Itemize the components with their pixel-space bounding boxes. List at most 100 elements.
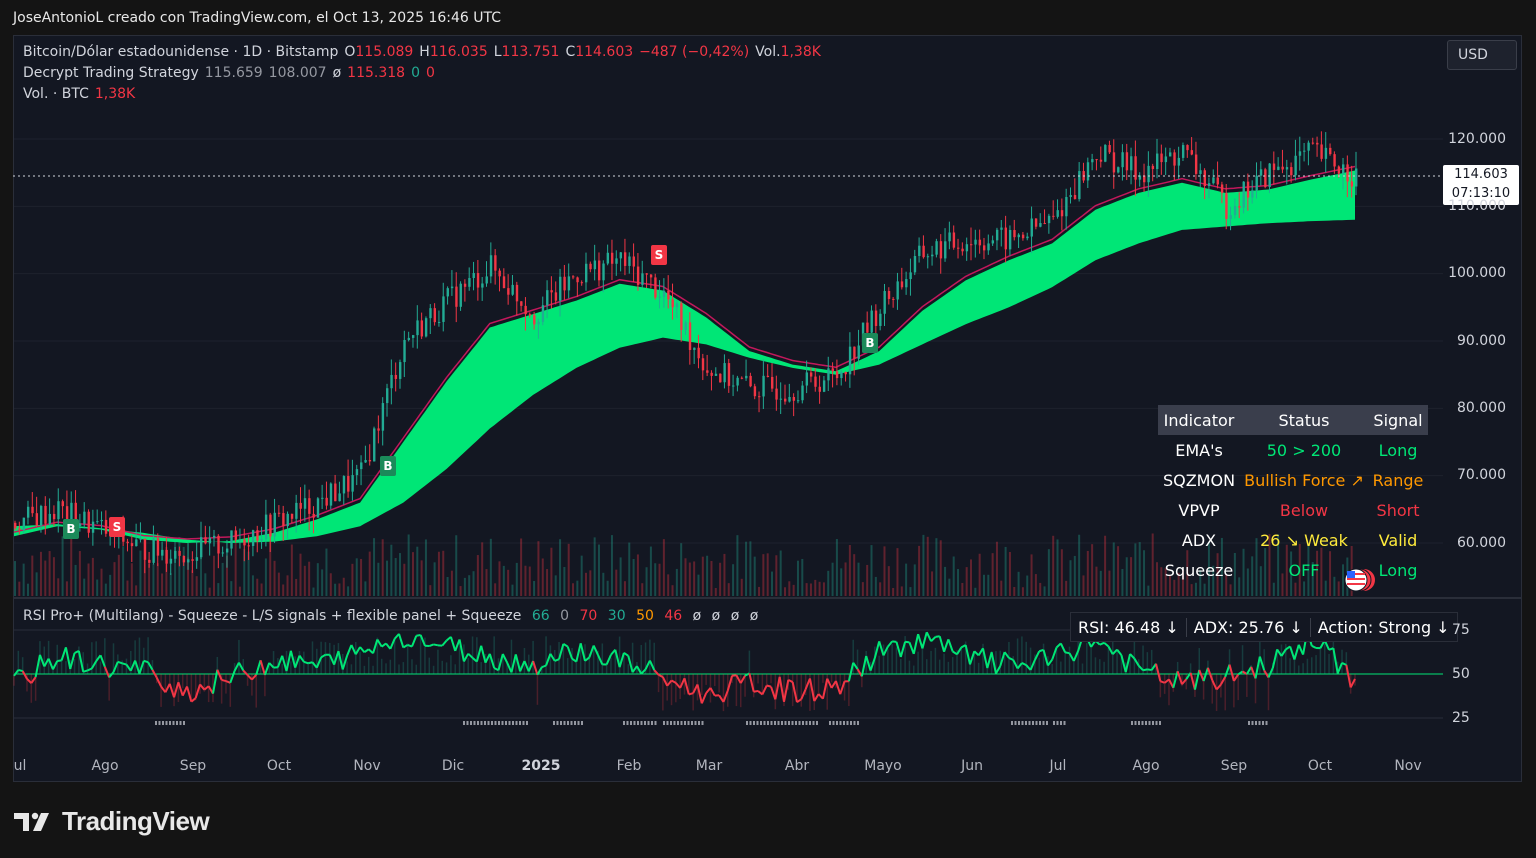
rsi-line-segment [1159,680,1166,684]
indicator-name: EMA's [1175,440,1223,460]
rsi-status-box: RSI: 46.48 ↓ ADX: 25.76 ↓ Action: Strong… [1070,612,1458,642]
volume-bar [520,538,523,596]
candle [1039,213,1042,228]
squeeze-dot [563,721,566,725]
candle-body [498,270,501,277]
rsi-line-segment [99,654,106,668]
rsi-line-segment [411,635,418,647]
strategy-value-3: ø [332,65,342,81]
rsi-line-segment [545,653,552,666]
rsi-line-segment [554,658,560,662]
candle [187,543,190,570]
volume-bar [182,546,185,596]
candle [701,353,705,381]
volume-bar [649,546,652,596]
rsi-line-segment [138,660,145,675]
candle-body [879,313,882,326]
volume-bar [675,568,678,596]
candle-body [533,315,536,325]
rsi-line-segment [527,660,535,672]
rsi-line-segment [402,644,409,649]
candle [143,538,147,574]
volume-bar [1294,582,1297,596]
volume-bar [1147,585,1150,596]
rsi-legend-value: 46 [664,608,683,624]
candle [987,234,990,255]
candle-body [675,303,679,308]
candle [537,318,540,339]
rsi-line-segment [155,677,162,687]
legend-volume-row: Vol. · BTC 1,38K [23,86,141,102]
candle-body [273,512,276,537]
candle-body [887,290,891,299]
rsi-line-segment [904,640,910,644]
volume-bar [463,577,466,596]
adx-readout: ADX: 25.76 ↓ [1187,617,1311,637]
candle [1121,144,1124,181]
candle-body [156,538,160,556]
tradingview-logo-text: TradingView [62,806,210,836]
candle-body [995,229,999,241]
candle [1130,147,1133,185]
rsi-line-segment [1280,648,1287,657]
rsi-line-segment [484,653,491,664]
candle-body [299,502,302,509]
currency-selector[interactable]: USD [1447,40,1517,70]
rsi-line-segment [938,635,946,653]
us-flag-event-icon[interactable] [1342,566,1382,594]
candle-body [126,541,129,544]
candle [805,360,809,394]
candle-body [96,521,99,523]
candle-body [485,276,488,284]
candle-body [1194,154,1198,174]
volume-bar [870,545,873,596]
candle [403,330,406,378]
candle-body [143,538,147,560]
rsi-line-segment [276,655,284,668]
volume-bar [831,562,834,596]
candle-body [91,521,95,533]
candle-body [900,281,904,288]
volume-bar [1134,543,1137,596]
candle-body [1298,151,1302,156]
y-tick-label: 110.000 [1448,198,1506,214]
volume-bar [1264,548,1267,596]
candle-body [83,511,86,524]
volume-bar [57,578,60,596]
volume-bar [437,551,440,596]
rsi-line-segment [216,669,223,681]
candle-body [559,276,562,301]
candle [1021,231,1025,241]
candle [468,267,471,291]
tradingview-logo[interactable]: TradingView [14,806,210,837]
rsi-line-segment [246,674,253,681]
candle-body [221,552,225,554]
rsi-line-segment [536,666,543,676]
squeeze-dot [749,721,752,725]
candle [615,250,618,276]
signal-row-sqzmon: SQZMON Bullish Force ↗ Range [1158,465,1428,495]
candle-body [26,506,30,518]
candle-body [78,523,82,526]
candle [649,273,653,289]
candle-body [1004,227,1008,250]
volume-bar [576,580,579,596]
rsi-line-segment [770,686,777,700]
volume-bar [1316,550,1319,596]
candle [329,482,333,510]
volume-bar [662,539,665,596]
rsi-line-segment [986,651,993,669]
candle-body [468,278,471,287]
volume-bar [809,583,812,596]
volume-bar [853,554,856,596]
volume-bar [1125,557,1128,596]
candle [1329,143,1332,156]
grid-lines [14,138,1443,544]
volume-bar [234,538,237,596]
squeeze-dot [691,721,693,725]
candle-body [1320,144,1323,159]
squeeze-dot [1056,721,1059,725]
candle [1056,199,1059,219]
volume-bar [130,563,133,596]
